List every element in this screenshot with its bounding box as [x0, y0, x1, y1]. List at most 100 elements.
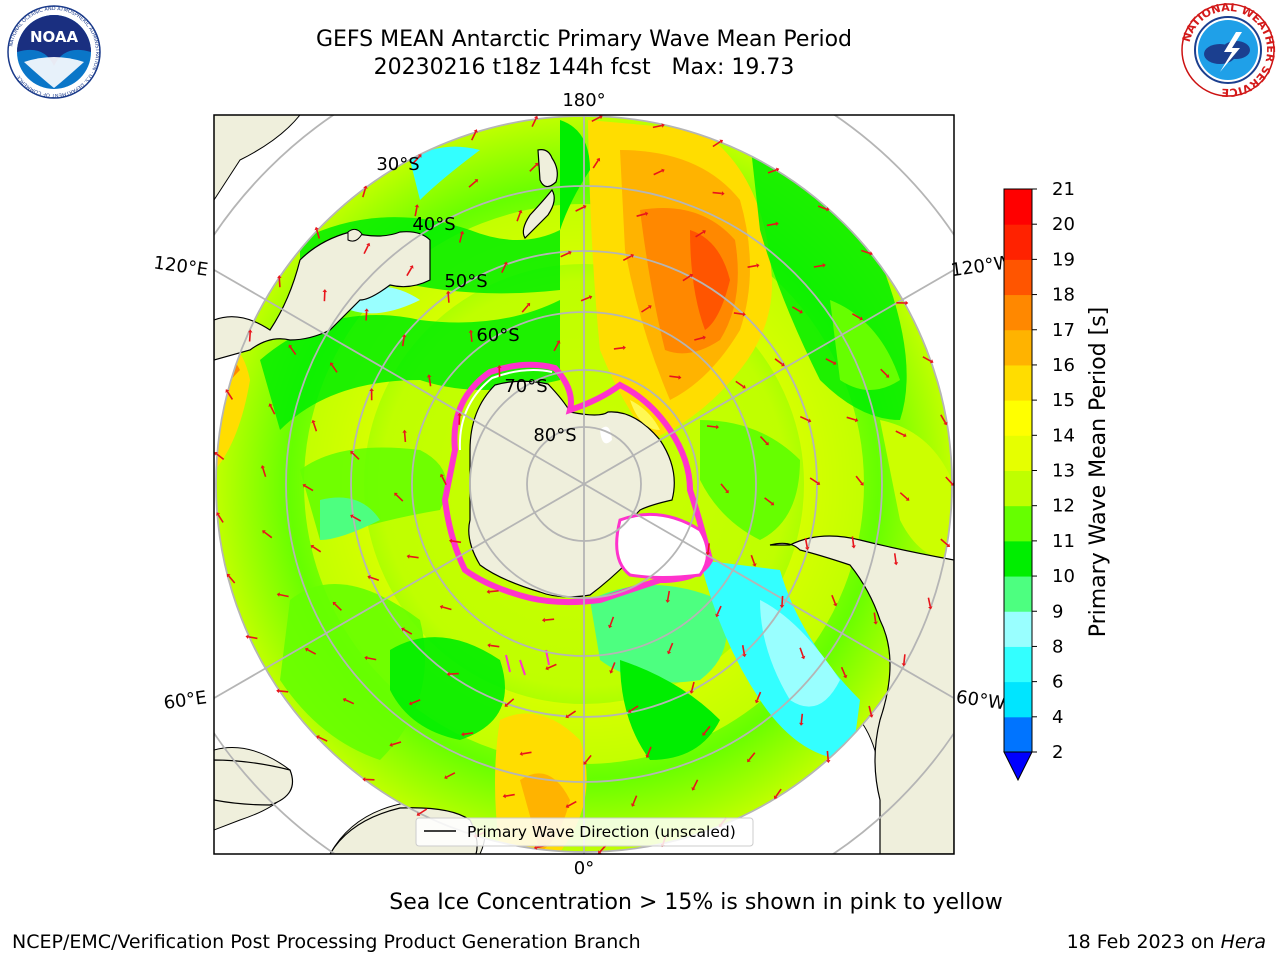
wave-arrow-shaft: [750, 554, 756, 565]
wave-arrow-head: [775, 221, 779, 227]
wave-arrow-shaft: [304, 485, 314, 492]
wave-arrow-head: [311, 419, 316, 424]
wave-arrow-shaft: [560, 252, 570, 258]
wave-arrow-head: [801, 655, 806, 660]
wave-arrow-head: [439, 473, 444, 478]
wave-arrow-shaft: [636, 213, 646, 217]
colorbar-tick-label: 11: [1052, 531, 1075, 552]
wave-arrow-shaft: [278, 690, 289, 693]
wave-arrow-head: [565, 714, 570, 719]
wave-arrow-head: [599, 115, 603, 120]
wave-arrow-shaft: [506, 698, 515, 706]
meridian-label-120e: 120°E: [152, 252, 209, 280]
wave-arrow-shaft: [217, 514, 224, 523]
wave-arrow-head: [843, 674, 848, 679]
wave-arrow-shaft: [767, 169, 777, 174]
wave-arrow-head: [504, 703, 509, 707]
wave-arrow-head: [268, 403, 273, 407]
footer-credit: NCEP/EMC/Verification Post Processing Pr…: [12, 931, 641, 953]
wave-arrow-shaft: [458, 233, 463, 243]
wave-arrow-head: [721, 191, 725, 196]
colorbar-swatch: [1004, 189, 1032, 225]
wave-arrow-shaft: [522, 751, 532, 755]
wave-arrow-shaft: [895, 430, 905, 436]
wave-arrow-head: [262, 530, 266, 534]
wave-arrow-head: [350, 451, 354, 455]
wave-arrow-head: [826, 760, 831, 763]
colorbar-swatch: [1004, 435, 1032, 471]
wave-arrow-head: [417, 154, 422, 158]
wave-arrow-head: [816, 481, 821, 485]
wave-arrow-shaft: [505, 793, 515, 797]
colorbar-tick-label: 19: [1052, 249, 1075, 270]
wave-arrow-shaft: [395, 494, 404, 502]
colorbar-swatch: [1004, 224, 1032, 260]
wave-arrow-shaft: [653, 169, 663, 176]
wave-arrow-shaft: [868, 705, 873, 716]
wave-arrow-shaft: [315, 229, 321, 239]
wave-arrow-head: [367, 575, 371, 580]
wave-arrow-head: [885, 374, 890, 378]
wave-arrow-head: [414, 204, 420, 208]
wave-arrow-shaft: [409, 555, 419, 559]
wave-arrow-shaft: [451, 540, 462, 544]
wave-arrow-shaft: [489, 590, 499, 593]
wave-arrow-head: [929, 359, 934, 364]
wave-arrow-head: [609, 670, 614, 674]
wave-arrow-shaft: [468, 180, 477, 188]
wave-arrow-head: [608, 624, 613, 629]
wave-arrow-head: [457, 412, 462, 416]
colorbar-swatch: [1004, 329, 1032, 366]
wave-arrow-head: [742, 384, 746, 389]
wave-arrow-head: [369, 388, 374, 391]
wave-arrow-shaft: [706, 425, 717, 428]
wave-arrow-head: [667, 650, 672, 655]
wave-arrow-head: [807, 418, 812, 423]
wave-arrow-head: [752, 563, 757, 567]
wave-arrow-shaft: [747, 264, 757, 268]
wave-arrow-shaft: [610, 662, 616, 672]
wave-arrow-head: [661, 168, 665, 173]
colorbar-tick-label: 2: [1052, 742, 1063, 763]
wave-arrow-head: [893, 562, 899, 566]
wave-arrow-head: [565, 804, 570, 808]
map-legend: Primary Wave Direction (unscaled): [415, 817, 754, 847]
nws-logo: NATIONAL WEATHER SERVICE: [1180, 2, 1277, 99]
wave-arrow-shaft: [690, 681, 695, 692]
wave-arrow-shaft: [766, 223, 777, 227]
wave-arrow-shaft: [733, 312, 744, 315]
wave-arrow-head: [322, 289, 328, 293]
noaa-logo-text: NOAA: [30, 28, 79, 46]
wave-arrow-head: [799, 722, 804, 726]
wave-arrow-head: [534, 162, 539, 167]
wave-arrow-head: [770, 501, 775, 506]
wave-arrow-shaft: [365, 311, 368, 321]
wave-arrow-head: [742, 653, 747, 658]
wave-arrow-head: [765, 441, 769, 446]
wave-arrow-shaft: [735, 380, 744, 388]
wave-arrow-head: [409, 265, 414, 269]
wave-arrow-shaft: [712, 191, 722, 195]
graticule: [214, 115, 954, 854]
wave-arrow-shaft: [813, 264, 824, 268]
wave-arrow-head: [622, 345, 626, 350]
wave-arrow-shaft: [668, 642, 674, 652]
wave-arrow-shaft: [501, 263, 507, 273]
wave-arrow-head: [225, 389, 230, 393]
wave-arrow-shaft: [331, 364, 338, 373]
wave-arrow-head: [487, 643, 491, 648]
wave-arrow-shaft: [694, 336, 704, 341]
wave-arrow-head: [519, 751, 523, 756]
latitude-label-50s: 50°S: [444, 271, 487, 292]
wave-arrow-shaft: [826, 750, 829, 761]
wave-arrow-shaft: [278, 277, 281, 288]
colorbar-tick-label: 17: [1052, 320, 1075, 341]
wave-arrow-shaft: [903, 654, 906, 664]
wave-arrow-shaft: [580, 296, 590, 302]
wave-arrow-head: [416, 812, 421, 816]
wave-arrow-head: [542, 617, 546, 623]
wave-arrow-shaft: [312, 422, 318, 432]
wave-arrow-head: [245, 634, 249, 639]
wave-arrow-shaft: [799, 415, 810, 422]
